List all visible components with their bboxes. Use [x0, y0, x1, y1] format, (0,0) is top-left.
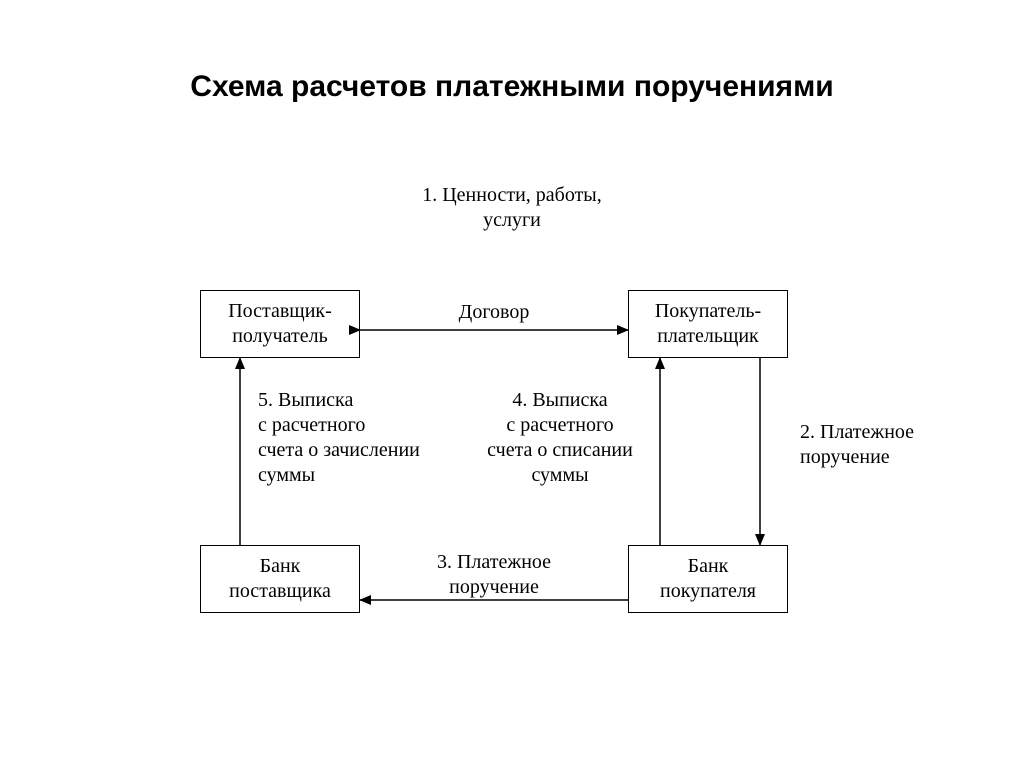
edges-svg	[0, 0, 1024, 767]
